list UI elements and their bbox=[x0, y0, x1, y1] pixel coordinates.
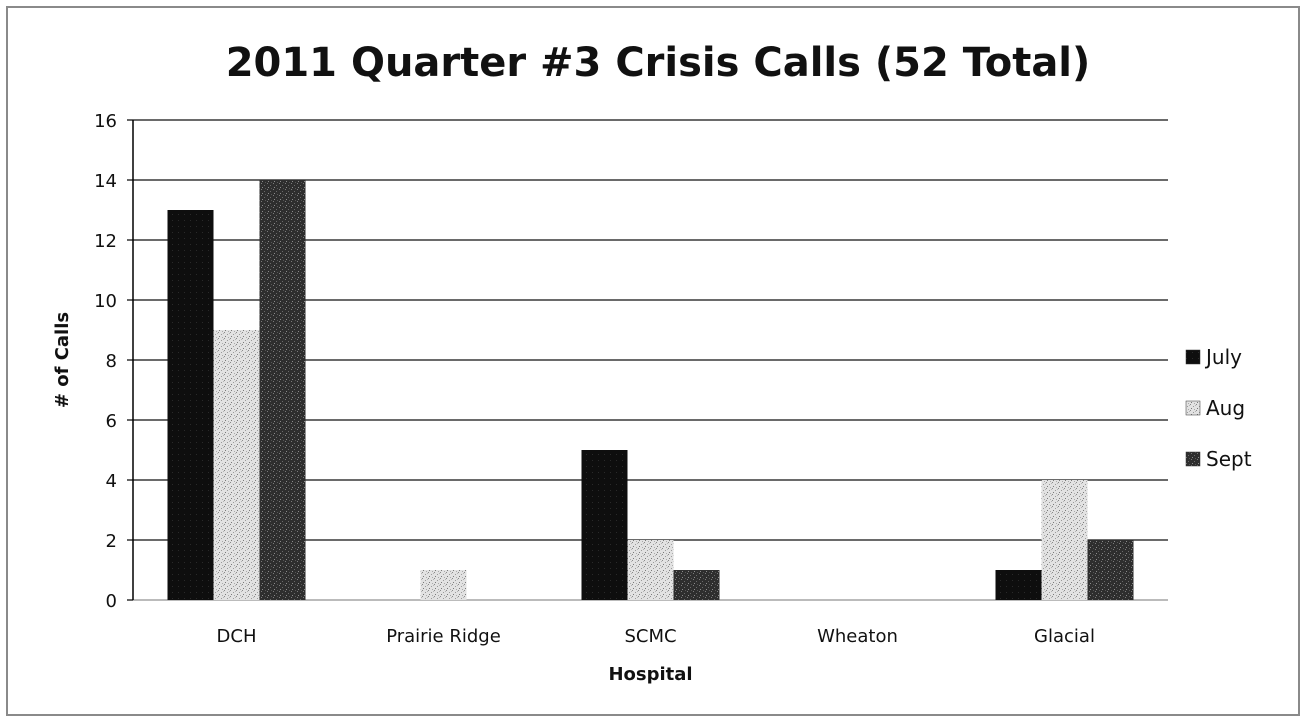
y-tick-label: 14 bbox=[94, 171, 117, 192]
y-tick-label: 0 bbox=[106, 591, 117, 612]
chart-title: 2011 Quarter #3 Crisis Calls (52 Total) bbox=[226, 40, 1091, 86]
legend-swatch-aug bbox=[1185, 400, 1201, 416]
y-axis-ticks: 0 2 4 6 8 10 12 14 16 bbox=[94, 111, 117, 612]
y-tick-label: 2 bbox=[106, 531, 117, 552]
legend-label-sept: Sept bbox=[1206, 447, 1252, 471]
bar-july-glacial bbox=[995, 570, 1042, 600]
bar-july-scmc bbox=[581, 450, 628, 600]
x-category-label: Wheaton bbox=[817, 626, 898, 647]
legend: July Aug Sept bbox=[1185, 345, 1252, 471]
y-axis-label: # of Calls bbox=[52, 312, 73, 408]
x-axis-categories: DCH Prairie Ridge SCMC Wheaton Glacial bbox=[217, 626, 1095, 647]
bar-aug-glacial bbox=[1041, 480, 1088, 600]
bar-aug-prairie-ridge bbox=[420, 570, 467, 600]
y-tick-label: 8 bbox=[106, 351, 117, 372]
bar-sept-dch bbox=[259, 180, 306, 600]
legend-label-aug: Aug bbox=[1206, 396, 1245, 420]
bar-aug-scmc bbox=[627, 540, 674, 600]
bar-aug-dch bbox=[213, 330, 260, 600]
legend-label-july: July bbox=[1204, 345, 1242, 369]
y-tick-label: 10 bbox=[94, 291, 117, 312]
x-category-label: Glacial bbox=[1034, 626, 1095, 647]
y-tick-label: 12 bbox=[94, 231, 117, 252]
bars bbox=[167, 180, 1134, 600]
y-tick-label: 6 bbox=[106, 411, 117, 432]
bar-sept-scmc bbox=[673, 570, 720, 600]
chart-svg: 2011 Quarter #3 Crisis Calls (52 Total) … bbox=[52, 40, 1252, 685]
legend-swatch-sept bbox=[1185, 451, 1201, 467]
bar-sept-glacial bbox=[1087, 540, 1134, 600]
x-category-label: DCH bbox=[217, 626, 257, 647]
x-category-label: SCMC bbox=[624, 626, 676, 647]
x-category-label: Prairie Ridge bbox=[386, 626, 501, 647]
legend-swatch-july bbox=[1185, 349, 1201, 365]
y-tick-label: 4 bbox=[106, 471, 117, 492]
chart-frame: 2011 Quarter #3 Crisis Calls (52 Total) … bbox=[6, 6, 1300, 716]
x-axis-label: Hospital bbox=[608, 664, 692, 685]
y-tick-label: 16 bbox=[94, 111, 117, 132]
bar-july-dch bbox=[167, 210, 214, 600]
